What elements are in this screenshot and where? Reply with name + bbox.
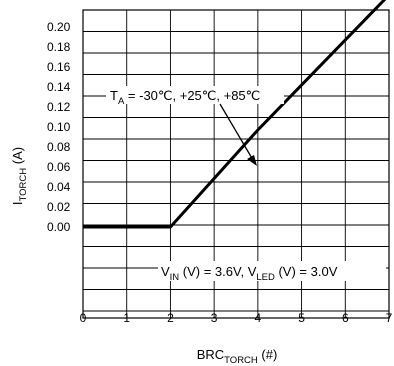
x-axis-title: BRCTORCH (#) bbox=[197, 347, 278, 366]
series-layer bbox=[83, 0, 387, 229]
x-tick-labels: 0 1 2 3 4 5 6 7 bbox=[80, 311, 393, 325]
vled-post: (V) = 3.0V bbox=[275, 264, 338, 279]
y-tick-label: 0.14 bbox=[47, 80, 71, 94]
x-tick-label: 7 bbox=[386, 311, 393, 325]
conditions-annotation-bg bbox=[158, 261, 386, 281]
y-tick-label: 0.08 bbox=[47, 140, 71, 154]
y-axis-title-sub: TORCH bbox=[18, 168, 29, 202]
temp-annotation-bg bbox=[106, 86, 284, 104]
x-tick-label: 3 bbox=[211, 311, 218, 325]
y-tick-label: 0.12 bbox=[47, 100, 71, 114]
y-tick-label: 0.02 bbox=[47, 200, 71, 214]
x-tick-label: 6 bbox=[342, 311, 349, 325]
y-tick-label: 0.04 bbox=[47, 180, 71, 194]
series-line-torch-current bbox=[83, 0, 387, 229]
y-tick-label: 0.18 bbox=[47, 40, 71, 54]
x-axis-title-sub: TORCH bbox=[224, 355, 258, 366]
y-tick-label: 0.10 bbox=[47, 120, 71, 134]
x-tick-label: 0 bbox=[80, 311, 87, 325]
x-axis-title-main: BRC bbox=[197, 347, 224, 362]
y-axis-title: ITORCH (A) bbox=[10, 147, 29, 205]
annotation-arrow-head bbox=[247, 155, 257, 166]
x-tick-label: 5 bbox=[298, 311, 305, 325]
x-axis-title-unit: (#) bbox=[258, 347, 278, 362]
temp-annotation-pre: T bbox=[110, 88, 118, 103]
y-axis-title-unit: (A) bbox=[10, 147, 25, 168]
y-tick-label: 0.20 bbox=[47, 20, 71, 34]
vled-pre: V bbox=[248, 264, 257, 279]
y-tick-label: 0.06 bbox=[47, 160, 71, 174]
y-axis-title-main: I bbox=[10, 201, 25, 205]
y-tick-labels: 0.20 0.18 0.16 0.14 0.12 0.10 0.08 0.06 0.04 0.02… bbox=[47, 20, 71, 234]
vled-sub: LED bbox=[256, 272, 275, 283]
conditions-annotation: VIN (V) = 3.6V, VLED (V) = 3.0V bbox=[161, 264, 338, 283]
x-tick-label: 1 bbox=[123, 311, 130, 325]
x-tick-label: 4 bbox=[255, 311, 262, 325]
temp-annotation-post: = -30℃, +25℃, +85℃ bbox=[124, 88, 260, 103]
x-tick-label: 2 bbox=[167, 311, 174, 325]
temp-annotation: TA = -30℃, +25℃, +85℃ bbox=[110, 88, 260, 107]
vin-sub: IN bbox=[170, 272, 180, 283]
y-tick-label: 0.16 bbox=[47, 60, 71, 74]
vin-post: (V) = 3.6V, bbox=[179, 264, 248, 279]
vin-pre: V bbox=[161, 264, 170, 279]
annotation-arrow-line bbox=[219, 103, 254, 161]
temp-annotation-sub: A bbox=[118, 96, 125, 107]
y-tick-label: 0.00 bbox=[47, 220, 71, 234]
